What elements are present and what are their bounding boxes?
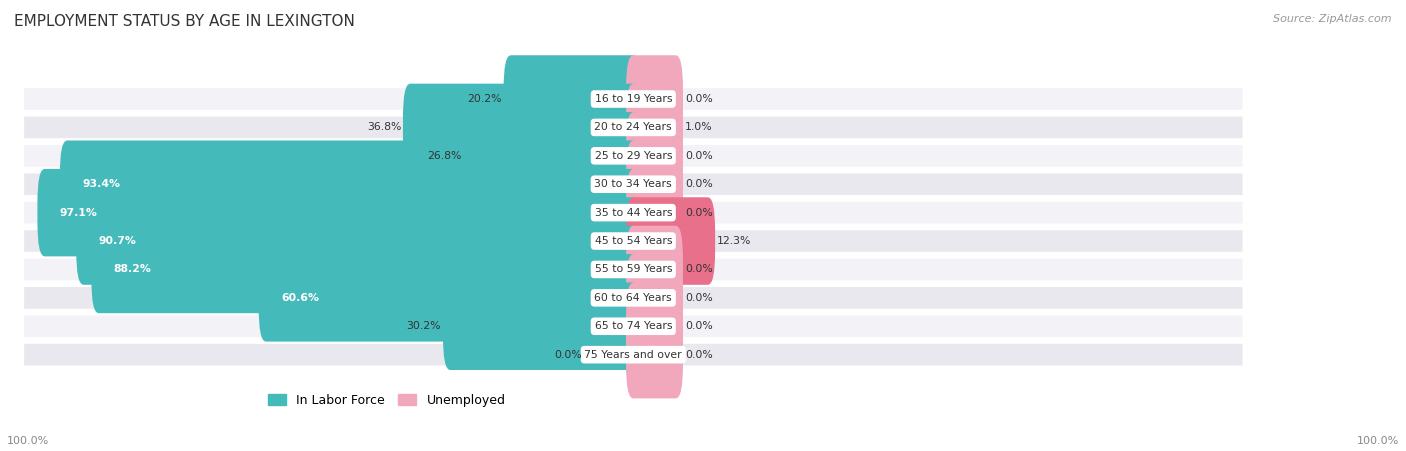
Text: 93.4%: 93.4%: [83, 179, 121, 189]
Text: 30.2%: 30.2%: [406, 321, 441, 331]
FancyBboxPatch shape: [443, 282, 641, 370]
Text: 0.0%: 0.0%: [685, 321, 713, 331]
Text: 20.2%: 20.2%: [467, 94, 502, 104]
FancyBboxPatch shape: [38, 169, 641, 256]
Text: 0.0%: 0.0%: [685, 264, 713, 275]
Text: 100.0%: 100.0%: [1357, 437, 1399, 446]
FancyBboxPatch shape: [404, 84, 641, 171]
Text: 65 to 74 Years: 65 to 74 Years: [595, 321, 672, 331]
FancyBboxPatch shape: [626, 282, 683, 370]
Text: 0.0%: 0.0%: [554, 350, 582, 359]
FancyBboxPatch shape: [503, 55, 641, 143]
FancyBboxPatch shape: [24, 88, 1243, 110]
FancyBboxPatch shape: [626, 55, 683, 143]
Text: 45 to 54 Years: 45 to 54 Years: [595, 236, 672, 246]
FancyBboxPatch shape: [76, 197, 641, 285]
Text: 0.0%: 0.0%: [685, 151, 713, 161]
Text: 75 Years and over: 75 Years and over: [585, 350, 682, 359]
Text: 60 to 64 Years: 60 to 64 Years: [595, 293, 672, 303]
FancyBboxPatch shape: [626, 169, 683, 256]
Text: 0.0%: 0.0%: [685, 293, 713, 303]
FancyBboxPatch shape: [60, 140, 641, 228]
Text: 20 to 24 Years: 20 to 24 Years: [595, 122, 672, 133]
FancyBboxPatch shape: [24, 259, 1243, 280]
FancyBboxPatch shape: [91, 226, 641, 313]
Legend: In Labor Force, Unemployed: In Labor Force, Unemployed: [267, 394, 505, 407]
FancyBboxPatch shape: [626, 197, 716, 285]
FancyBboxPatch shape: [24, 117, 1243, 138]
FancyBboxPatch shape: [24, 202, 1243, 223]
FancyBboxPatch shape: [24, 344, 1243, 365]
Text: 1.0%: 1.0%: [685, 122, 713, 133]
Text: 88.2%: 88.2%: [114, 264, 152, 275]
Text: 0.0%: 0.0%: [685, 207, 713, 218]
FancyBboxPatch shape: [24, 145, 1243, 166]
Text: Source: ZipAtlas.com: Source: ZipAtlas.com: [1274, 14, 1392, 23]
Text: 36.8%: 36.8%: [367, 122, 401, 133]
FancyBboxPatch shape: [24, 230, 1243, 252]
FancyBboxPatch shape: [626, 140, 683, 228]
Text: 0.0%: 0.0%: [685, 179, 713, 189]
FancyBboxPatch shape: [626, 112, 683, 200]
Text: 0.0%: 0.0%: [685, 350, 713, 359]
Text: 30 to 34 Years: 30 to 34 Years: [595, 179, 672, 189]
Text: 12.3%: 12.3%: [717, 236, 751, 246]
Text: 55 to 59 Years: 55 to 59 Years: [595, 264, 672, 275]
Text: 90.7%: 90.7%: [98, 236, 136, 246]
FancyBboxPatch shape: [464, 112, 641, 200]
FancyBboxPatch shape: [24, 287, 1243, 308]
FancyBboxPatch shape: [626, 254, 683, 341]
Text: 100.0%: 100.0%: [7, 437, 49, 446]
Text: 26.8%: 26.8%: [427, 151, 461, 161]
FancyBboxPatch shape: [24, 174, 1243, 195]
FancyBboxPatch shape: [626, 226, 683, 313]
FancyBboxPatch shape: [626, 84, 683, 171]
Text: 16 to 19 Years: 16 to 19 Years: [595, 94, 672, 104]
FancyBboxPatch shape: [626, 311, 683, 398]
Text: EMPLOYMENT STATUS BY AGE IN LEXINGTON: EMPLOYMENT STATUS BY AGE IN LEXINGTON: [14, 14, 354, 28]
FancyBboxPatch shape: [259, 254, 641, 341]
Text: 97.1%: 97.1%: [60, 207, 98, 218]
FancyBboxPatch shape: [24, 315, 1243, 337]
Text: 35 to 44 Years: 35 to 44 Years: [595, 207, 672, 218]
Text: 25 to 29 Years: 25 to 29 Years: [595, 151, 672, 161]
Text: 0.0%: 0.0%: [685, 94, 713, 104]
Text: 60.6%: 60.6%: [281, 293, 319, 303]
